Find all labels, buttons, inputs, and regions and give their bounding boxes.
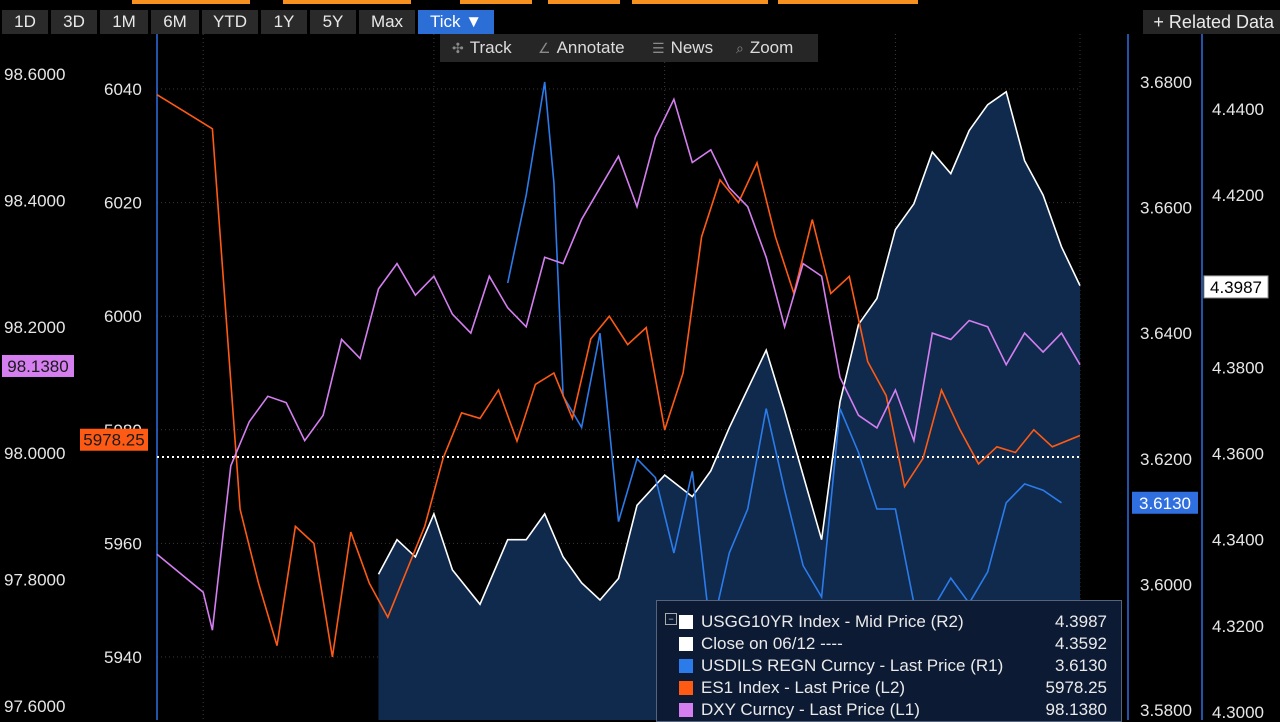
badge-usgg10yr-bg	[1203, 275, 1269, 299]
legend-swatch	[679, 703, 693, 717]
tick-label-r1: 3.6200	[1140, 450, 1192, 469]
annotate-tool[interactable]: ∠ Annotate	[538, 34, 625, 62]
tick-label-r2: 4.3800	[1212, 358, 1264, 377]
date-field-end[interactable]	[283, 0, 411, 4]
series-line-dxy	[156, 97, 1081, 631]
legend-value: 98.1380	[1045, 700, 1107, 719]
badge-dxy-bg	[2, 354, 74, 377]
range-5y-button[interactable]: 5Y	[310, 10, 356, 34]
series-line-usdils	[506, 81, 1062, 635]
legend-swatch	[679, 659, 693, 673]
crosshair-icon: ✣	[452, 40, 464, 56]
tick-label-r1: 3.6600	[1140, 199, 1192, 218]
zoom-label: Zoom	[749, 38, 794, 57]
tick-label-r2: 4.4400	[1212, 100, 1264, 119]
series-line-es1	[156, 94, 1081, 658]
range-bar: 1D 3D 1M 6M YTD 1Y 5Y Max Tick ▼ + Relat…	[0, 6, 1280, 34]
list-icon: ☰	[652, 40, 665, 56]
tick-label-l1: 98.4000	[4, 191, 65, 210]
range-1m-button[interactable]: 1M	[100, 10, 148, 34]
news-tool[interactable]: ☰ News	[652, 34, 713, 62]
range-1d-button[interactable]: 1D	[2, 10, 48, 34]
related-data-button[interactable]: + Related Data	[1143, 10, 1280, 34]
range-6m-button[interactable]: 6M	[151, 10, 199, 34]
legend-label: DXY Curncy - Last Price (L1)	[701, 700, 920, 719]
range-tick-button[interactable]: Tick ▼	[418, 10, 494, 34]
legend-row: ES1 Index - Last Price (L2) 5978.25	[665, 677, 1115, 699]
tick-label-l1: 98.0000	[4, 444, 65, 463]
tick-label-l1: 97.6000	[4, 697, 65, 716]
badge-es1-bg	[80, 428, 148, 451]
tick-label-r1: 3.6400	[1140, 324, 1192, 343]
tick-label-r2: 4.3400	[1212, 531, 1264, 550]
track-tool[interactable]: ✣ Track	[452, 34, 512, 62]
badge-usgg10yr: 4.3987	[1210, 278, 1262, 297]
legend-row: USDILS REGN Curncy - Last Price (R1) 3.6…	[665, 655, 1115, 677]
zoom-tool[interactable]: ⌕ Zoom	[736, 34, 793, 62]
tick-label-r2: 4.4200	[1212, 186, 1264, 205]
legend-swatch	[679, 681, 693, 695]
tick-label-r1: 3.6800	[1140, 73, 1192, 92]
legend-value: 4.3592	[1055, 634, 1107, 653]
chart-toolbar: ✣ Track ∠ Annotate ☰ News ⌕ Zoom	[440, 34, 818, 62]
legend-collapse-icon[interactable]: −	[665, 613, 677, 625]
series-area-usgg10yr	[378, 91, 1080, 720]
badge-es1: 5978.25	[83, 431, 144, 450]
range-1y-button[interactable]: 1Y	[261, 10, 307, 34]
legend-box[interactable]: − USGG10YR Index - Mid Price (R2) 4.3987…	[656, 600, 1122, 722]
legend-row: USGG10YR Index - Mid Price (R2) 4.3987	[665, 611, 1115, 633]
tick-label-l2: 5960	[104, 534, 142, 553]
legend-swatch	[679, 637, 693, 651]
legend-label: USDILS REGN Curncy - Last Price (R1)	[701, 656, 1004, 675]
tick-label-r2: 4.3200	[1212, 617, 1264, 636]
tick-label-l2: 6000	[104, 307, 142, 326]
tick-label-l1: 97.8000	[4, 571, 65, 590]
badge-dxy: 98.1380	[7, 357, 68, 376]
badge-usdils-bg	[1132, 491, 1198, 514]
annotate-label: Annotate	[556, 38, 625, 57]
range-max-button[interactable]: Max	[359, 10, 415, 34]
top-input-strip	[0, 0, 1280, 6]
field-select[interactable]	[632, 0, 768, 4]
tick-label-l1: 98.6000	[4, 65, 65, 84]
range-ytd-button[interactable]: YTD	[202, 10, 258, 34]
tick-label-l2: 5940	[104, 648, 142, 667]
news-label: News	[670, 38, 714, 57]
tick-label-r1: 3.6000	[1140, 575, 1192, 594]
legend-row: DXY Curncy - Last Price (L1) 98.1380	[665, 699, 1115, 721]
pencil-icon: ∠	[538, 40, 551, 56]
range-3d-button[interactable]: 3D	[51, 10, 97, 34]
tick-label-l1: 98.2000	[4, 318, 65, 337]
track-label: Track	[469, 38, 512, 57]
time-field-end[interactable]	[548, 0, 620, 4]
magnifier-icon: ⌕	[736, 40, 744, 56]
tick-label-l2: 6020	[104, 194, 142, 213]
legend-value: 3.6130	[1055, 656, 1107, 675]
tick-label-l2: 6040	[104, 80, 142, 99]
legend-label: ES1 Index - Last Price (L2)	[701, 678, 906, 697]
legend-label: Close on 06/12 ----	[701, 634, 843, 653]
time-field-start[interactable]	[460, 0, 532, 4]
local-ccy-select[interactable]	[778, 0, 918, 4]
date-field-start[interactable]	[132, 0, 250, 4]
legend-row: Close on 06/12 ---- 4.3592	[665, 633, 1115, 655]
tick-label-r2: 4.3000	[1212, 703, 1264, 720]
legend-swatch	[679, 615, 693, 629]
tick-label-r1: 3.5800	[1140, 701, 1192, 720]
legend-value: 4.3987	[1055, 612, 1107, 631]
tick-label-r2: 4.3600	[1212, 445, 1264, 464]
legend-label: USGG10YR Index - Mid Price (R2)	[701, 612, 964, 631]
badge-usdils: 3.6130	[1139, 494, 1191, 513]
legend-value: 5978.25	[1045, 678, 1107, 697]
series-line-usgg10yr	[377, 90, 1081, 606]
